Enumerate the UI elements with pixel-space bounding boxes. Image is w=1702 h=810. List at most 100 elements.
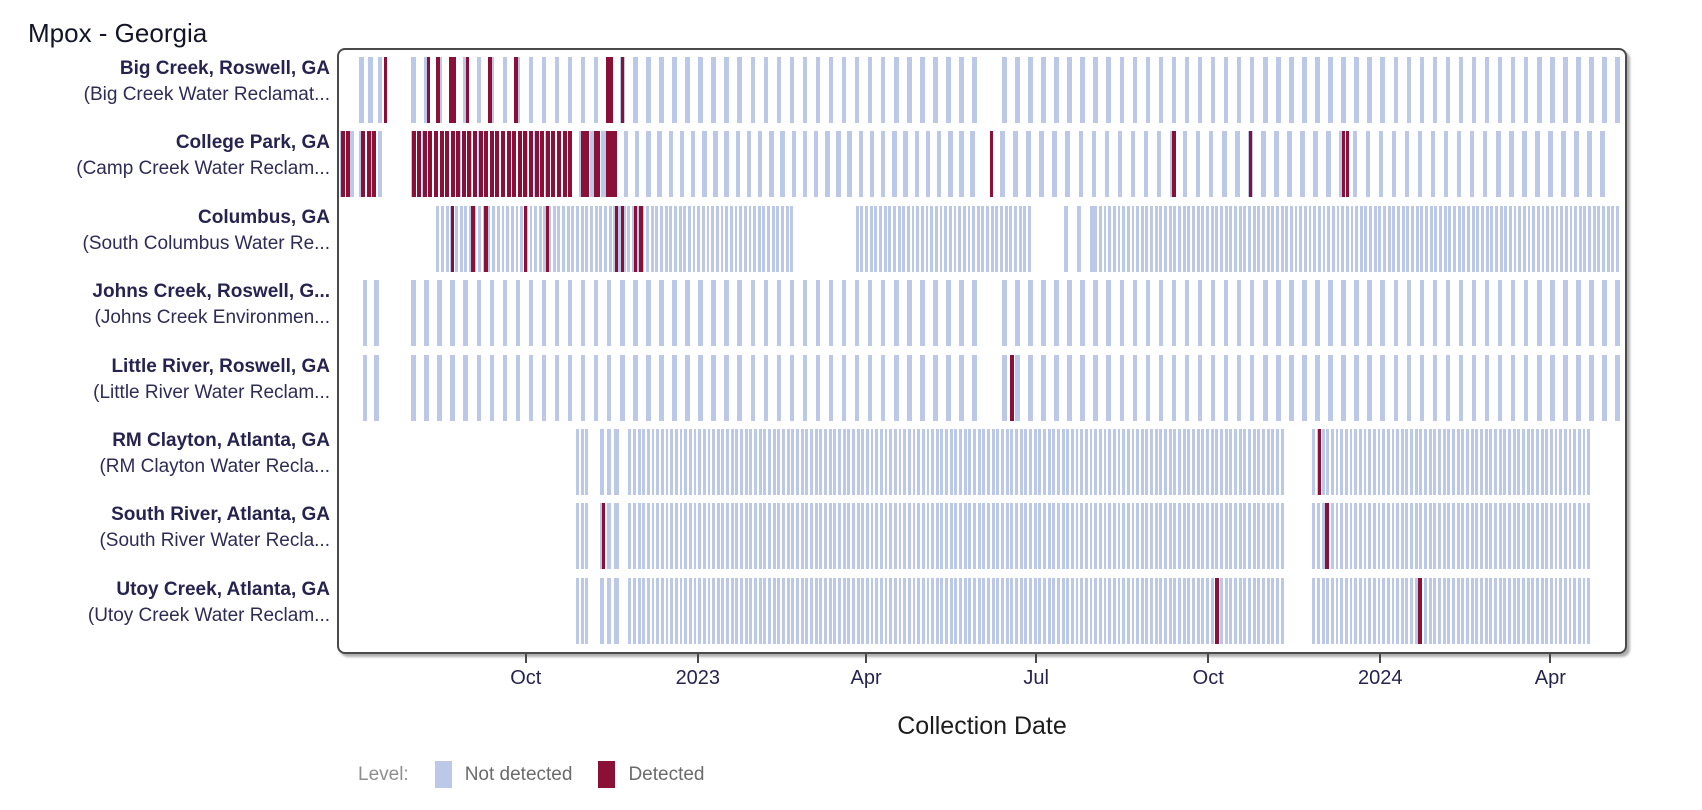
sample-tick [949,577,953,644]
sample-tick [1521,429,1525,495]
sample-tick [1341,354,1346,421]
sample-tick [1001,503,1004,570]
sample-tick [991,577,995,644]
sample-tick [1249,280,1255,347]
sample-tick [1378,131,1384,198]
sample-tick [1103,429,1107,495]
legend-label: Detected [628,763,705,785]
sample-tick [1537,280,1542,347]
sample-tick [1108,205,1112,272]
sample-tick [1513,205,1517,272]
sample-tick [1461,429,1465,495]
sample-tick [1428,503,1432,570]
sample-tick [1243,577,1247,644]
sample-tick [562,131,567,198]
sample-tick [1159,429,1163,495]
sample-tick [1484,429,1488,495]
sample-tick [514,57,518,123]
sample-tick [501,205,505,272]
sample-tick [487,205,491,272]
sample-tick [1215,503,1219,570]
sample-tick [1432,354,1438,421]
sample-tick [1365,131,1371,198]
sample-tick [948,131,953,198]
sample-tick [1210,503,1214,570]
sample-tick [1080,280,1085,347]
sample-tick [1005,429,1009,495]
sample-tick [1545,503,1549,570]
sample-tick [1523,57,1529,123]
sample-tick [1275,503,1279,570]
sample-tick [1171,354,1177,421]
sample-tick [1405,503,1409,570]
sample-tick [1289,354,1294,421]
sample-tick [1084,429,1088,495]
sample-tick [698,354,703,421]
site-row-band [339,280,1625,347]
sample-tick [463,280,468,347]
x-axis: Oct 2023 Apr Jul Oct 2024 Apr [337,654,1627,704]
sample-tick [606,354,612,421]
sample-tick [1215,577,1219,644]
sample-tick [1447,577,1451,644]
sample-tick [935,429,939,495]
sample-tick [780,131,785,198]
sample-tick [841,280,847,347]
sample-tick [1173,503,1177,570]
sample-tick [1182,503,1186,570]
sample-tick [726,429,730,495]
sample-tick [907,503,911,570]
sample-tick [869,205,873,272]
sample-tick [471,205,475,272]
sample-tick [715,205,719,272]
sample-tick [749,503,753,570]
sample-tick [1447,503,1451,570]
sample-tick [1569,205,1573,272]
sample-tick [1482,131,1488,198]
sample-tick [721,503,725,570]
sample-tick [1154,429,1158,495]
sample-tick [1349,429,1353,495]
sample-tick [1315,57,1320,123]
sample-tick [828,57,834,123]
sample-tick [1414,503,1418,570]
sample-tick [636,205,640,272]
sample-tick [1145,205,1149,272]
sample-tick [1206,429,1209,495]
sample-tick [1397,205,1400,272]
sample-tick [1018,205,1022,272]
sample-tick [1368,577,1372,644]
sample-tick [972,57,977,123]
sample-tick [1363,429,1367,495]
sample-tick [884,503,888,570]
sample-tick [1325,503,1329,570]
sample-tick [1358,577,1362,644]
sample-tick [740,577,743,644]
sample-tick [1396,577,1400,644]
sample-tick [1280,577,1284,644]
sample-tick [515,280,521,347]
sample-tick [833,503,837,570]
sample-tick [502,354,508,421]
sample-tick [528,280,534,347]
sample-tick [687,205,691,272]
sample-tick [1005,577,1009,644]
sample-tick [674,429,678,495]
sample-tick [452,57,457,123]
sample-tick [1452,429,1455,495]
sample-tick [692,205,696,272]
sample-tick [1222,131,1227,198]
sample-tick [634,131,640,198]
sample-tick [411,280,416,347]
sample-tick [450,354,455,421]
sample-tick [1582,577,1586,644]
sample-tick [1393,280,1398,347]
sample-tick [959,577,962,644]
sample-tick [1054,354,1059,421]
sample-tick [1568,577,1572,644]
sample-tick [963,429,967,495]
x-axis-tick-label: 2023 [675,667,721,689]
sample-tick [735,503,739,570]
sample-tick [712,577,716,644]
sample-tick [1461,503,1465,570]
